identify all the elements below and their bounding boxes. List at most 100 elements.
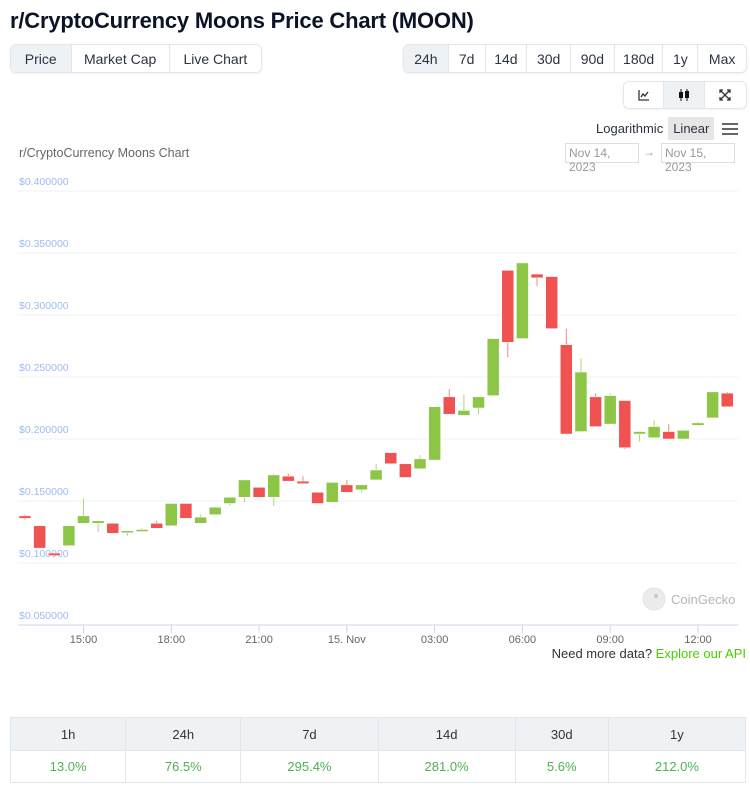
range-30d[interactable]: 30d [527, 45, 572, 72]
x-tick-label: 15:00 [70, 634, 98, 646]
date-arrow: → [643, 145, 655, 159]
candle-body-up [165, 503, 178, 527]
scale-toggle: Logarithmic Linear [591, 117, 739, 140]
candle-body-up [633, 431, 646, 435]
y-tick-label: $0.400000 [19, 176, 69, 188]
candle-body-up [194, 516, 207, 524]
x-tick-label: 18:00 [158, 634, 186, 646]
range-1y[interactable]: 1y [663, 45, 699, 72]
value-14d: 281.0% [378, 750, 516, 783]
x-tick-label: 21:00 [245, 634, 273, 646]
candle-body-down [560, 344, 573, 435]
range-tabs: 24h 7d 14d 30d 90d 180d 1y Max [403, 44, 747, 73]
candle-body-up [486, 338, 500, 396]
chart-title: r/CryptoCurrency Moons Chart [19, 146, 190, 160]
candle-body-down [311, 492, 324, 504]
candle-body-up [706, 391, 719, 419]
value-7d: 295.4% [240, 750, 379, 783]
candlestick-button[interactable] [664, 82, 705, 108]
x-tick-label: 03:00 [421, 634, 449, 646]
header-1h: 1h [10, 717, 127, 751]
value-30d: 5.6% [515, 750, 609, 783]
candle-body-up [325, 482, 339, 503]
candle-body-up [647, 426, 661, 439]
candle-body-up [516, 262, 529, 339]
candle-body-up [238, 479, 251, 498]
y-tick-label: $0.150000 [19, 486, 69, 498]
candle-body-down [545, 276, 558, 329]
candle-body-up [355, 484, 368, 491]
candle-body-up [603, 395, 617, 425]
candle-body-down [340, 484, 354, 493]
date-to-input[interactable]: Nov 15, 2023 [661, 143, 735, 174]
candle-body-down [106, 523, 120, 534]
api-promo: Need more data? Explore our API [551, 646, 746, 661]
date-from-input[interactable]: Nov 14, 2023 [565, 143, 639, 174]
header-30d: 30d [515, 717, 609, 751]
range-180d[interactable]: 180d [614, 45, 664, 72]
range-max[interactable]: Max [698, 45, 746, 72]
range-90d[interactable]: 90d [571, 45, 615, 72]
tab-live-chart[interactable]: Live Chart [169, 45, 261, 72]
tab-market-cap[interactable]: Market Cap [71, 45, 170, 72]
line-chart-button[interactable] [624, 82, 665, 108]
candle-body-down [589, 396, 602, 427]
range-14d[interactable]: 14d [485, 45, 528, 72]
x-tick-label: 06:00 [509, 634, 537, 646]
candle-body-down [296, 480, 310, 484]
fullscreen-button[interactable] [704, 82, 746, 108]
value-1y: 212.0% [608, 750, 747, 783]
candle-body-up [413, 458, 427, 470]
y-tick-label: $0.050000 [19, 610, 69, 622]
range-24h[interactable]: 24h [404, 45, 449, 72]
candle-body-up [77, 515, 90, 524]
candle-body-down [399, 463, 412, 478]
candle-body-down [18, 515, 32, 519]
logarithmic-button[interactable]: Logarithmic [596, 121, 664, 136]
y-tick-label: $0.200000 [19, 424, 69, 436]
range-7d[interactable]: 7d [448, 45, 486, 72]
candle-body-down [282, 475, 295, 482]
candle-body-up [135, 529, 149, 532]
candle-body-up [62, 525, 76, 546]
candle-body-up [91, 520, 105, 524]
header-1y: 1y [608, 717, 747, 751]
candle-body-up [208, 506, 222, 515]
x-tick-label: 15. Nov [328, 634, 366, 646]
candle-body-down [48, 552, 61, 556]
y-tick-label: $0.100000 [19, 548, 69, 560]
candle-body-down [33, 525, 46, 549]
value-24h: 76.5% [125, 750, 242, 783]
price-chart[interactable]: $0.400000 $0.350000 $0.300000 $0.250000 $0.2… [0, 0, 750, 660]
y-tick-label: $0.250000 [19, 362, 69, 374]
candle-body-up [428, 406, 441, 461]
candle-body-up [223, 497, 237, 504]
hamburger-menu-icon[interactable] [722, 122, 739, 136]
tab-price[interactable]: Price [11, 45, 72, 72]
value-1h: 13.0% [10, 750, 127, 783]
y-tick-label: $0.350000 [19, 238, 69, 250]
line-chart-icon [638, 90, 649, 101]
candle-body-down [252, 487, 266, 498]
candle-body-up [457, 410, 471, 416]
explore-api-link[interactable]: Explore our API [655, 646, 746, 661]
candle-body-down [179, 503, 193, 519]
coingecko-logo-icon [642, 587, 666, 611]
fullscreen-icon [719, 89, 731, 101]
y-tick-label: $0.300000 [19, 300, 69, 312]
candle-body-up [267, 474, 280, 498]
x-tick-label: 12:00 [684, 634, 712, 646]
chart-type-buttons [623, 81, 747, 109]
x-tick-label: 09:00 [596, 634, 624, 646]
view-tabs: Price Market Cap Live Chart [10, 44, 262, 73]
candle-body-down [150, 523, 163, 529]
linear-button[interactable]: Linear [668, 117, 715, 140]
candle-body-up [121, 530, 134, 534]
candle-body-down [384, 452, 397, 465]
coingecko-watermark: CoinGecko [642, 587, 735, 611]
candle-body-up [677, 430, 690, 440]
candle-body-up [574, 371, 588, 432]
candle-body-down [530, 273, 544, 279]
candle-body-down [501, 270, 515, 343]
candle-body-up [369, 469, 383, 481]
